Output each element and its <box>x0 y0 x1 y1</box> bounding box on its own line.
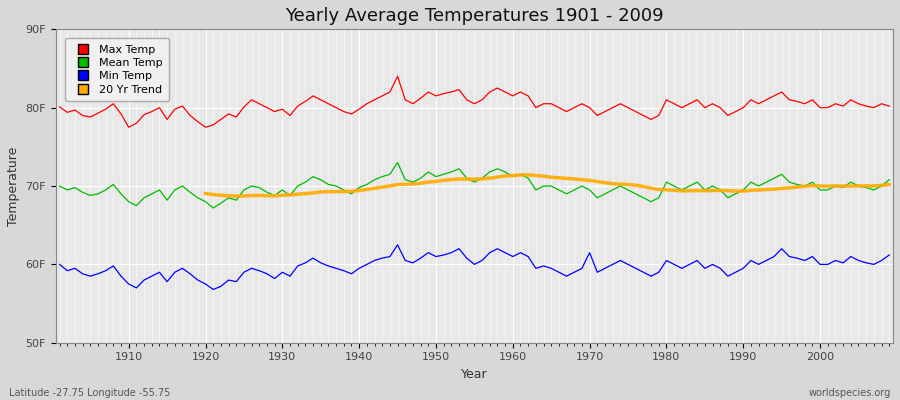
Text: worldspecies.org: worldspecies.org <box>809 388 891 398</box>
Legend: Max Temp, Mean Temp, Min Temp, 20 Yr Trend: Max Temp, Mean Temp, Min Temp, 20 Yr Tre… <box>66 38 169 101</box>
Title: Yearly Average Temperatures 1901 - 2009: Yearly Average Temperatures 1901 - 2009 <box>285 7 663 25</box>
Text: Latitude -27.75 Longitude -55.75: Latitude -27.75 Longitude -55.75 <box>9 388 170 398</box>
Y-axis label: Temperature: Temperature <box>7 146 20 226</box>
X-axis label: Year: Year <box>461 368 488 381</box>
